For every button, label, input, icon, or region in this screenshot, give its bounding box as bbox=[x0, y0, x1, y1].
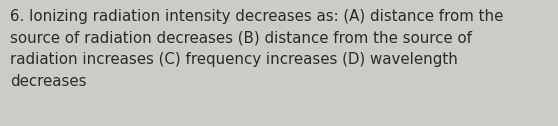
Text: 6. Ionizing radiation intensity decreases as: (A) distance from the
source of ra: 6. Ionizing radiation intensity decrease… bbox=[10, 9, 503, 89]
